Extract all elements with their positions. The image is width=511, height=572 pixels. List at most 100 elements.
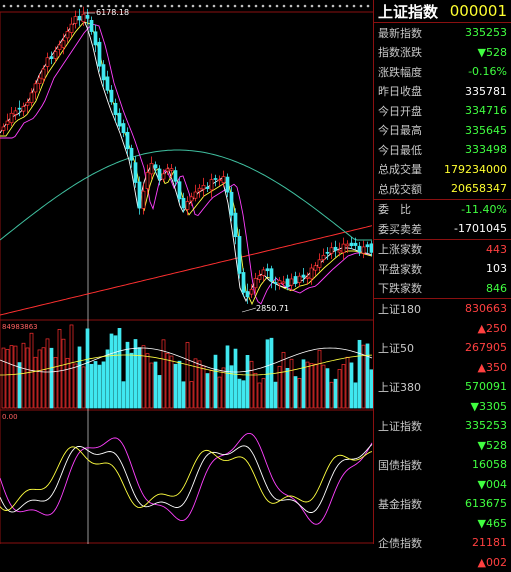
candle-body bbox=[106, 77, 109, 90]
candle-body bbox=[178, 182, 181, 199]
ruler-dot bbox=[241, 5, 244, 8]
candle-body bbox=[86, 15, 89, 18]
candle-body bbox=[134, 163, 137, 183]
ma60-path bbox=[0, 150, 372, 240]
quote-row[interactable]: 指数涨跌▼528 bbox=[374, 43, 511, 63]
volume-bar bbox=[274, 382, 277, 408]
volume-bar bbox=[162, 340, 165, 408]
kline-chart-area[interactable]: 6178.18 2850.71 84983863 0.00 bbox=[0, 0, 373, 544]
candle-body bbox=[350, 243, 353, 246]
quote-row-value: 333498 bbox=[465, 143, 507, 156]
candle-body bbox=[214, 178, 217, 179]
volume-bar bbox=[138, 348, 141, 408]
candle-body bbox=[22, 107, 25, 112]
candle-body bbox=[18, 108, 21, 109]
quote-row-value: 334716 bbox=[465, 104, 507, 117]
ruler-dot bbox=[311, 5, 314, 8]
index-change-row: ▼3305 bbox=[374, 397, 511, 417]
candle-body bbox=[174, 171, 177, 182]
candle-body bbox=[194, 192, 197, 198]
candle-body bbox=[206, 187, 209, 188]
ruler-dot bbox=[206, 5, 209, 8]
volume-bar bbox=[206, 374, 209, 408]
index-value: 570091 bbox=[465, 380, 507, 393]
candle-body bbox=[38, 78, 41, 84]
quote-row[interactable]: 涨跌幅度-0.16% bbox=[374, 62, 511, 82]
volume-bar bbox=[42, 348, 45, 408]
volume-bar bbox=[222, 368, 225, 408]
ruler-dot bbox=[108, 5, 111, 8]
ruler-dot bbox=[31, 5, 34, 8]
volume-bar bbox=[258, 383, 261, 408]
candle-body bbox=[2, 127, 5, 130]
volume-bar bbox=[74, 364, 77, 408]
candle-body bbox=[334, 247, 337, 250]
quote-row-label: 总成交量 bbox=[378, 161, 422, 177]
volume-bar bbox=[90, 364, 93, 408]
candle-body bbox=[50, 57, 53, 59]
index-value: 830663 bbox=[465, 302, 507, 315]
index-value: 16058 bbox=[472, 458, 507, 471]
volume-bar bbox=[18, 363, 21, 408]
candle-body bbox=[354, 243, 357, 245]
candle-body bbox=[306, 277, 309, 278]
volume-bar bbox=[246, 355, 249, 408]
candle-body bbox=[274, 283, 277, 284]
grid-lines bbox=[0, 12, 373, 544]
candle-body bbox=[42, 69, 45, 79]
low-price-label: 2850.71 bbox=[256, 304, 289, 313]
candle-body bbox=[338, 250, 341, 252]
candle-body bbox=[138, 182, 141, 208]
index-change-row: ▲250 bbox=[374, 319, 511, 339]
candle-body bbox=[230, 192, 233, 215]
candle-body bbox=[314, 266, 317, 271]
ruler-dot bbox=[10, 5, 13, 8]
ruler-dot bbox=[164, 5, 167, 8]
volume-bar bbox=[242, 381, 245, 408]
candle-body bbox=[294, 276, 297, 283]
candle-body bbox=[78, 16, 81, 20]
ma10-path bbox=[0, 22, 372, 304]
candle-body bbox=[270, 269, 273, 281]
index-value: 267905 bbox=[465, 341, 507, 354]
candle-body bbox=[246, 292, 249, 297]
volume-bar bbox=[270, 338, 273, 408]
candle-body bbox=[198, 188, 201, 191]
volume-bar bbox=[350, 363, 353, 408]
order-row[interactable]: 委 比-11.40% bbox=[374, 200, 511, 220]
oscillator-path bbox=[0, 444, 372, 512]
candle-body bbox=[126, 132, 129, 149]
index-name-label: 上证指数 bbox=[378, 418, 422, 434]
volume-bar bbox=[354, 383, 357, 408]
candle-body bbox=[326, 252, 329, 253]
order-row[interactable]: 委买卖差-1701045 bbox=[374, 219, 511, 239]
candle-body bbox=[154, 165, 157, 168]
volume-bar bbox=[110, 334, 113, 408]
volume-bar bbox=[254, 373, 257, 408]
index-change: ▲350 bbox=[478, 361, 507, 374]
candle-body bbox=[342, 244, 345, 253]
order-row-label: 委 比 bbox=[378, 201, 411, 217]
ruler-dot bbox=[304, 5, 307, 8]
ruler-dot bbox=[178, 5, 181, 8]
